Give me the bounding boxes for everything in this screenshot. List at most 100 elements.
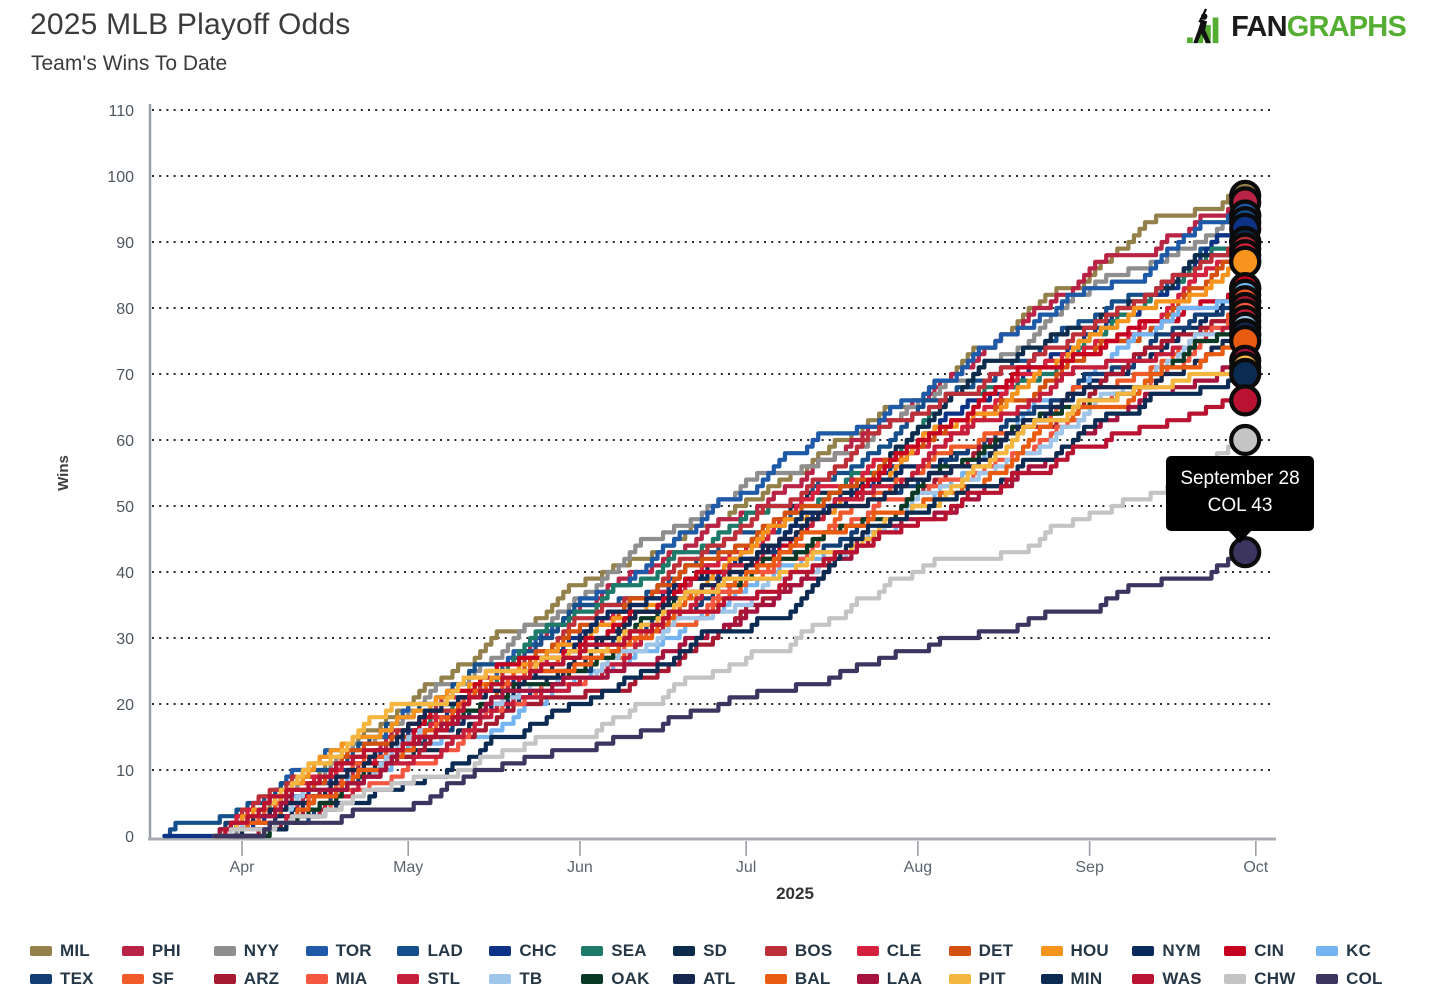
- legend-item-MIA[interactable]: MIA: [305, 966, 398, 991]
- legend-item-DET[interactable]: DET: [948, 938, 1041, 963]
- legend-swatch-DET: [948, 945, 971, 956]
- chart-subtitle: Team's Wins To Date: [31, 52, 228, 75]
- legend-item-COL[interactable]: COL: [1316, 966, 1408, 991]
- legend-label: STL: [427, 968, 461, 988]
- legend-item-SD[interactable]: SD: [673, 938, 765, 963]
- series-line-TOR[interactable]: [212, 213, 1242, 839]
- legend-item-OAK[interactable]: OAK: [581, 966, 673, 991]
- legend-swatch-NYM: [1132, 945, 1155, 956]
- legend-item-PIT[interactable]: PIT: [948, 966, 1041, 991]
- legend-label: SEA: [611, 940, 647, 960]
- legend-item-MIL[interactable]: MIL: [30, 938, 122, 963]
- series-line-MIN[interactable]: [212, 371, 1242, 839]
- series-line-CIN[interactable]: [212, 286, 1242, 839]
- legend-swatch-BAL: [764, 973, 787, 984]
- legend-item-LAD[interactable]: LAD: [397, 938, 489, 963]
- x-tick-Jul: Jul: [736, 859, 756, 876]
- legend-item-ATL[interactable]: ATL: [673, 966, 765, 991]
- legend-swatch-OAK: [581, 973, 604, 984]
- legend-label: BAL: [794, 968, 831, 988]
- legend-swatch-PHI: [121, 945, 144, 956]
- legend-item-SEA[interactable]: SEA: [581, 938, 673, 963]
- legend-item-CHC[interactable]: CHC: [489, 938, 581, 963]
- legend-item-LAA[interactable]: LAA: [856, 966, 949, 991]
- x-tick-Sep: Sep: [1075, 859, 1104, 876]
- legend-item-ARZ[interactable]: ARZ: [213, 966, 306, 991]
- legend-item-STL[interactable]: STL: [397, 966, 489, 991]
- legend-label: NYM: [1162, 940, 1201, 960]
- legend-swatch-SF: [121, 973, 144, 984]
- legend-label: BOS: [794, 940, 833, 960]
- legend-swatch-SEA: [581, 945, 604, 956]
- legend-item-SF[interactable]: SF: [121, 966, 214, 991]
- legend-label: KC: [1346, 940, 1372, 960]
- y-tick-100: 100: [107, 169, 134, 186]
- series-endpoint-WAS[interactable]: [1229, 384, 1262, 417]
- legend: MIL PHI NYY TOR LAD CHC SEA SD BOS CLE DET HOU NYM CI…: [0, 938, 1432, 991]
- legend-item-NYY[interactable]: NYY: [213, 938, 306, 963]
- legend-label: DET: [978, 940, 1014, 960]
- legend-swatch-KC: [1316, 945, 1339, 956]
- legend-label: OAK: [611, 968, 650, 988]
- legend-item-TB[interactable]: TB: [489, 966, 581, 991]
- legend-swatch-ATL: [673, 973, 696, 984]
- series-line-PIT[interactable]: [212, 365, 1242, 839]
- series-endpoint-HOU[interactable]: [1229, 245, 1262, 278]
- legend-item-CHW[interactable]: CHW: [1224, 966, 1316, 991]
- legend-label: NYY: [243, 940, 280, 960]
- y-tick-70: 70: [116, 367, 134, 384]
- legend-label: CHC: [519, 940, 557, 960]
- series-endpoint-MIN[interactable]: [1229, 357, 1262, 391]
- tooltip-date: September 28: [1180, 468, 1300, 489]
- legend-item-KC[interactable]: KC: [1316, 938, 1408, 963]
- legend-item-PHI[interactable]: PHI: [121, 938, 214, 963]
- legend-item-WAS[interactable]: WAS: [1132, 966, 1224, 991]
- legend-swatch-CLE: [856, 945, 879, 956]
- y-tick-60: 60: [116, 433, 134, 450]
- legend-swatch-LAD: [397, 945, 420, 956]
- legend-item-BAL[interactable]: BAL: [764, 966, 857, 991]
- legend-label: CIN: [1254, 940, 1285, 960]
- series-line-WAS[interactable]: [212, 398, 1242, 839]
- legend-label: SD: [703, 940, 728, 960]
- y-tick-90: 90: [116, 235, 134, 252]
- legend-label: PHI: [151, 940, 181, 960]
- y-tick-50: 50: [116, 499, 134, 516]
- y-tick-110: 110: [108, 103, 134, 120]
- x-tick-May: May: [393, 859, 423, 876]
- fangraphs-logo[interactable]: FANGRAPHS: [1186, 8, 1407, 46]
- legend-swatch-WAS: [1132, 973, 1155, 984]
- fangraphs-logo-icon: [1187, 8, 1219, 44]
- y-tick-30: 30: [116, 631, 134, 648]
- legend-swatch-MIA: [305, 973, 328, 984]
- series-line-LAD[interactable]: [162, 220, 1242, 839]
- legend-item-BOS[interactable]: BOS: [764, 938, 857, 963]
- legend-swatch-MIN: [1040, 973, 1063, 984]
- fangraphs-wordmark: FANGRAPHS: [1231, 12, 1407, 42]
- tooltip-pointer: [1229, 530, 1251, 543]
- legend-label: SF: [151, 968, 174, 988]
- legend-swatch-HOU: [1040, 945, 1063, 956]
- legend-label: CLE: [886, 940, 922, 960]
- series-line-COL[interactable]: [212, 550, 1242, 839]
- legend-item-MIN[interactable]: MIN: [1040, 966, 1133, 991]
- legend-swatch-NYY: [213, 945, 236, 956]
- legend-swatch-CHW: [1224, 973, 1247, 984]
- legend-swatch-TB: [489, 973, 512, 984]
- x-tick-Jun: Jun: [567, 859, 593, 876]
- y-tick-40: 40: [116, 565, 134, 582]
- legend-label: CHW: [1254, 968, 1296, 988]
- legend-item-CIN[interactable]: CIN: [1224, 938, 1316, 963]
- legend-item-TOR[interactable]: TOR: [305, 938, 398, 963]
- legend-item-TEX[interactable]: TEX: [30, 966, 122, 991]
- series-line-MIL[interactable]: [212, 193, 1242, 839]
- legend-item-HOU[interactable]: HOU: [1040, 938, 1133, 963]
- series-endpoint-CHW[interactable]: [1229, 423, 1262, 457]
- legend-item-NYM[interactable]: NYM: [1132, 938, 1224, 963]
- series-line-CHW[interactable]: [212, 437, 1242, 839]
- legend-label: WAS: [1162, 968, 1202, 988]
- legend-swatch-CIN: [1224, 945, 1247, 956]
- y-axis-title: Wins: [55, 455, 72, 491]
- series-line-NYM[interactable]: [212, 286, 1242, 839]
- legend-item-CLE[interactable]: CLE: [856, 938, 949, 963]
